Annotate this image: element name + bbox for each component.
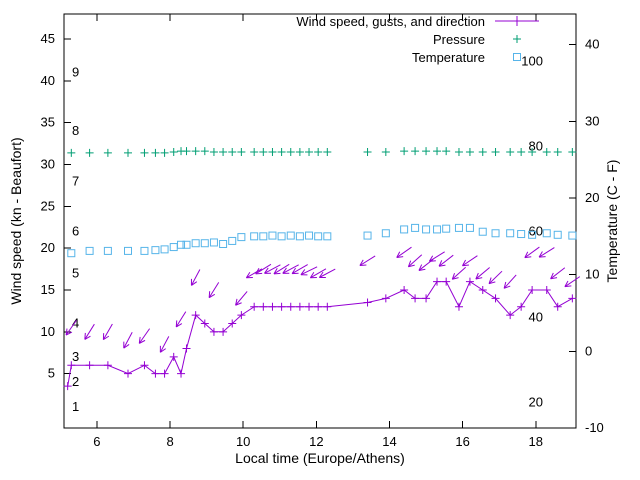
svg-text:2: 2 xyxy=(72,374,79,389)
wind-gust-vectors xyxy=(65,246,581,353)
svg-text:100: 100 xyxy=(521,54,543,69)
svg-text:45: 45 xyxy=(41,31,55,46)
svg-text:80: 80 xyxy=(529,139,543,154)
legend-sample-pressure-icon xyxy=(494,33,540,45)
svg-text:8: 8 xyxy=(72,123,79,138)
legend-sample-wind-icon xyxy=(494,15,540,27)
y-axis-label-left: Wind speed (kn - Beaufort) xyxy=(8,137,24,305)
svg-text:20: 20 xyxy=(41,240,55,255)
svg-text:-10: -10 xyxy=(585,420,604,435)
legend: Wind speed, gusts, and direction Pressur… xyxy=(296,12,540,66)
svg-text:15: 15 xyxy=(41,282,55,297)
svg-text:1: 1 xyxy=(72,399,79,414)
svg-text:30: 30 xyxy=(41,157,55,172)
svg-text:9: 9 xyxy=(72,65,79,80)
svg-text:7: 7 xyxy=(72,173,79,188)
legend-label-pressure: Pressure xyxy=(432,31,485,47)
svg-text:40: 40 xyxy=(585,37,599,52)
legend-item-wind: Wind speed, gusts, and direction xyxy=(296,12,540,30)
legend-label-wind: Wind speed, gusts, and direction xyxy=(296,13,485,29)
svg-text:6: 6 xyxy=(93,434,100,449)
svg-text:16: 16 xyxy=(455,434,469,449)
svg-text:6: 6 xyxy=(72,223,79,238)
svg-text:3: 3 xyxy=(72,349,79,364)
legend-label-temperature: Temperature xyxy=(412,49,485,65)
svg-text:14: 14 xyxy=(382,434,396,449)
svg-text:35: 35 xyxy=(41,115,55,130)
svg-text:10: 10 xyxy=(585,267,599,282)
legend-sample-temperature-icon xyxy=(494,51,540,63)
svg-text:4: 4 xyxy=(72,315,79,330)
temperature-series xyxy=(67,223,577,258)
legend-item-temperature: Temperature xyxy=(296,48,540,66)
svg-text:18: 18 xyxy=(529,434,543,449)
svg-text:10: 10 xyxy=(41,324,55,339)
wind-speed-series xyxy=(63,277,577,391)
x-axis-label: Local time (Europe/Athens) xyxy=(235,450,405,466)
svg-text:30: 30 xyxy=(585,113,599,128)
svg-text:10: 10 xyxy=(236,434,250,449)
svg-text:20: 20 xyxy=(585,190,599,205)
svg-text:40: 40 xyxy=(41,73,55,88)
svg-text:8: 8 xyxy=(166,434,173,449)
svg-text:25: 25 xyxy=(41,198,55,213)
svg-text:12: 12 xyxy=(309,434,323,449)
svg-text:0: 0 xyxy=(585,343,592,358)
legend-item-pressure: Pressure xyxy=(296,30,540,48)
pressure-series xyxy=(67,147,577,157)
svg-text:20: 20 xyxy=(529,395,543,410)
svg-text:40: 40 xyxy=(529,310,543,325)
y-axis-label-right: Temperature (C - F) xyxy=(604,159,620,283)
svg-text:5: 5 xyxy=(48,366,55,381)
axes: 6 8 10 12 14 16 1851015202530354045-1001020304… xyxy=(41,13,604,449)
svg-text:5: 5 xyxy=(72,265,79,280)
